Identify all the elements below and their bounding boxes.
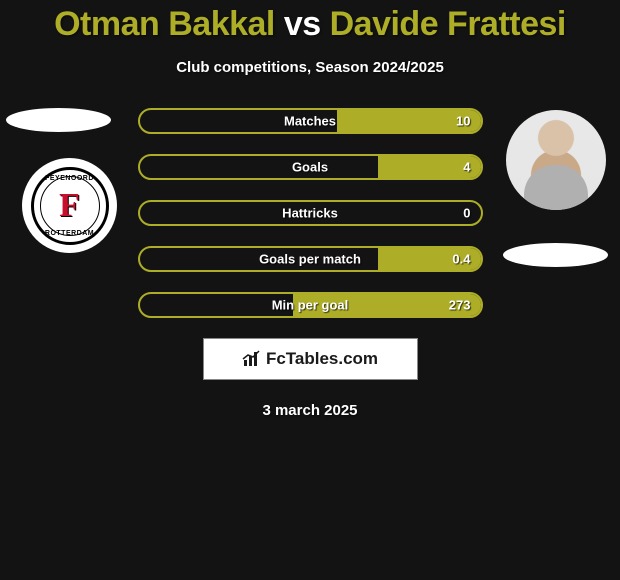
player2-avatar — [506, 110, 606, 210]
date-line: 3 march 2025 — [0, 402, 620, 419]
player1-club-badge: FEYENOORD F ROTTERDAM — [22, 158, 117, 253]
player2-name: Davide Frattesi — [330, 5, 566, 43]
stat-bar: Matches 10 — [138, 108, 483, 134]
stat-value-right: 273 — [449, 298, 471, 313]
stat-label: Goals — [292, 160, 328, 175]
stat-bars-container: Matches 10 Goals 4 Hattricks 0 Goals per match… — [138, 108, 483, 318]
brand-box[interactable]: FcTables.com — [203, 338, 418, 380]
brand-chart-icon — [242, 350, 262, 368]
stat-label: Goals per match — [259, 252, 361, 267]
comparison-title: Otman Bakkal vs Davide Frattesi — [0, 0, 620, 43]
brand-text: FcTables.com — [266, 349, 378, 369]
stat-value-right: 0.4 — [452, 252, 470, 267]
player1-name: Otman Bakkal — [54, 5, 275, 43]
player1-nameplate-oval — [6, 108, 111, 132]
stat-bar: Min per goal 273 — [138, 292, 483, 318]
stat-label: Min per goal — [272, 298, 349, 313]
comparison-content: FEYENOORD F ROTTERDAM Matches 10 Goals 4 Hat… — [0, 108, 620, 419]
stat-bar: Goals 4 — [138, 154, 483, 180]
player2-nameplate-oval — [503, 243, 608, 267]
club-badge-top-text: FEYENOORD — [34, 175, 106, 182]
stat-label: Hattricks — [282, 206, 338, 221]
club-badge-letter: F — [59, 189, 80, 223]
stat-value-right: 10 — [456, 114, 470, 129]
title-vs: vs — [284, 5, 321, 43]
stat-value-right: 4 — [463, 160, 470, 175]
stat-value-right: 0 — [463, 206, 470, 221]
stat-label: Matches — [284, 114, 336, 129]
stat-bar: Hattricks 0 — [138, 200, 483, 226]
club-badge-bottom-text: ROTTERDAM — [34, 230, 106, 237]
stat-bar: Goals per match 0.4 — [138, 246, 483, 272]
subtitle: Club competitions, Season 2024/2025 — [0, 59, 620, 76]
club-badge-ring: FEYENOORD F ROTTERDAM — [31, 167, 109, 245]
